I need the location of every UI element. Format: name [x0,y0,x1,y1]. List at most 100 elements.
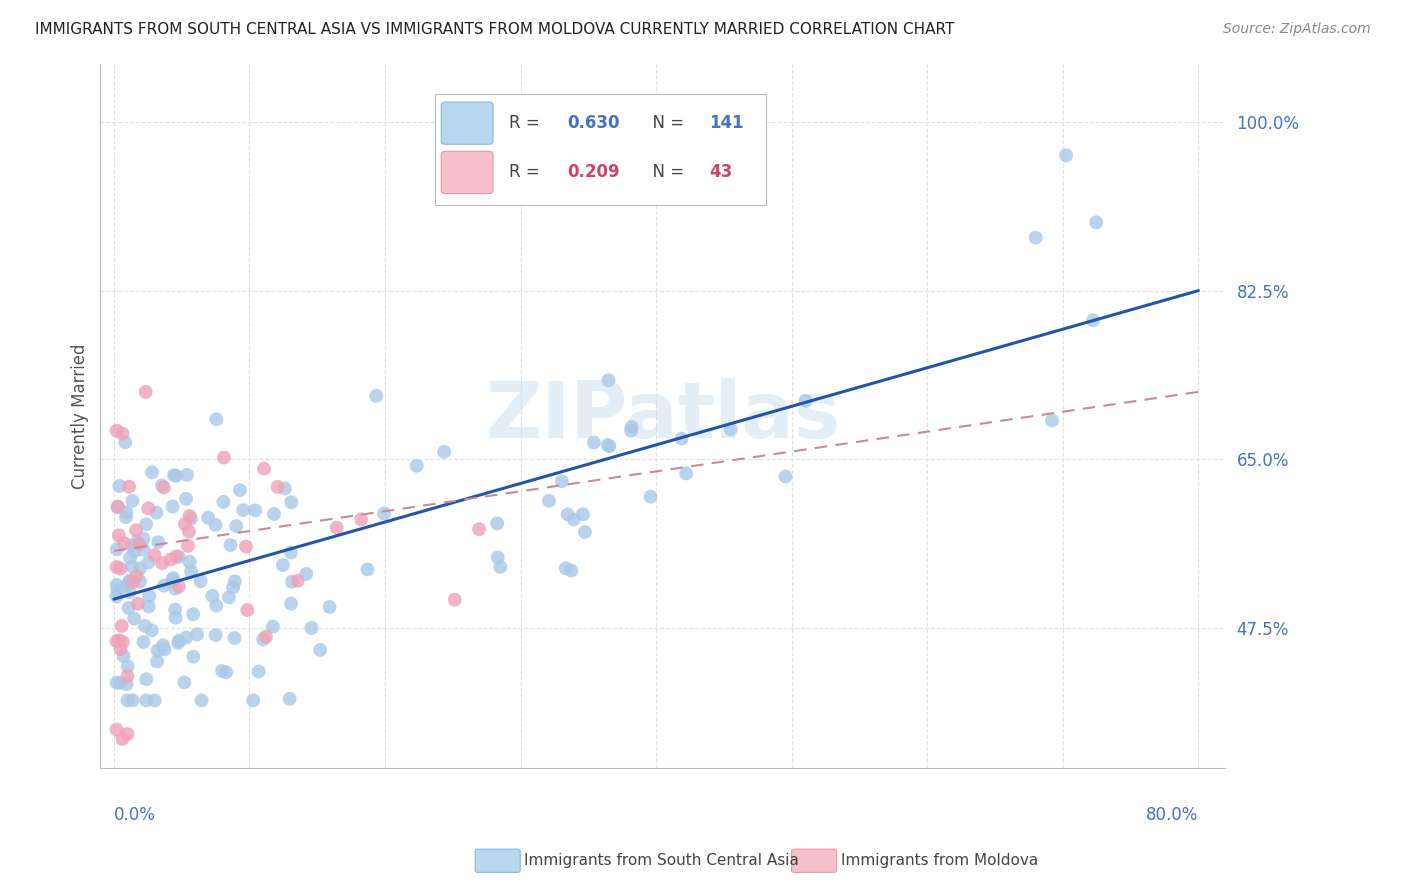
Point [118,480,141,494]
Point [105,723,128,737]
Point [117,669,139,683]
Point [115,677,138,691]
Point [162,571,184,585]
Point [174,491,197,506]
Text: ZIPatlas: ZIPatlas [485,378,841,454]
Point [224,574,246,589]
Point [274,482,297,496]
Point [150,478,173,492]
Point [204,628,226,642]
Point [153,481,176,495]
Point [266,480,288,494]
Point [325,521,347,535]
Point [489,560,512,574]
Text: 0.0%: 0.0% [114,806,156,824]
Point [562,512,585,526]
Point [582,435,605,450]
Point [121,559,143,574]
Point [598,373,620,387]
Point [122,611,145,625]
Point [201,589,224,603]
Point [173,675,195,690]
Point [620,420,643,434]
Point [373,507,395,521]
Point [242,693,264,707]
Point [671,432,693,446]
Point [253,461,276,475]
Point [105,578,128,592]
Point [138,599,160,614]
Point [128,537,150,551]
Point [114,435,136,450]
Point [205,599,228,613]
Point [235,540,257,554]
FancyBboxPatch shape [441,102,494,145]
Point [136,556,159,570]
Point [218,591,240,605]
Point [366,389,388,403]
Point [179,555,201,569]
Point [165,582,187,596]
Point [108,633,131,648]
Text: IMMIGRANTS FROM SOUTH CENTRAL ASIA VS IMMIGRANTS FROM MOLDOVA CURRENTLY MARRIED : IMMIGRANTS FROM SOUTH CENTRAL ASIA VS IM… [35,22,955,37]
Point [121,693,143,707]
Point [287,574,309,588]
Point [163,468,186,483]
Text: 80.0%: 80.0% [1146,806,1198,824]
Text: R =: R = [509,163,544,181]
Text: 43: 43 [709,163,733,181]
Point [117,693,139,707]
Point [165,610,187,624]
Point [281,574,304,589]
Point [105,424,128,438]
Point [554,561,576,575]
Point [105,542,128,557]
Point [143,693,166,707]
Point [560,564,582,578]
Point [153,642,176,657]
Point [572,508,595,522]
Point [108,676,131,690]
Point [232,503,254,517]
Point [236,603,259,617]
Point [219,538,242,552]
Point [167,633,190,648]
Point [105,634,128,648]
Point [280,597,302,611]
Point [596,438,619,452]
Point [112,649,135,664]
Point [538,493,561,508]
Point [132,542,155,557]
Point [115,510,138,524]
Point [117,578,139,592]
Point [486,550,509,565]
Point [162,574,184,588]
Point [134,619,156,633]
Point [309,643,332,657]
Point [640,490,662,504]
Point [720,422,742,436]
Point [1040,413,1063,427]
Point [167,549,190,564]
Point [350,512,373,526]
Point [118,601,141,615]
Point [212,450,235,465]
Point [107,528,129,542]
Point [165,602,187,616]
Point [110,642,132,657]
FancyBboxPatch shape [441,152,494,194]
Point [125,569,148,583]
Text: N =: N = [641,114,689,132]
Point [135,384,157,399]
Point [125,534,148,549]
Point [1054,148,1077,162]
Point [111,731,134,746]
Point [120,550,142,565]
Point [108,479,131,493]
Point [135,517,157,532]
Point [551,474,574,488]
Point [176,467,198,482]
Text: R =: R = [509,114,544,132]
Point [145,506,167,520]
Point [280,495,302,509]
